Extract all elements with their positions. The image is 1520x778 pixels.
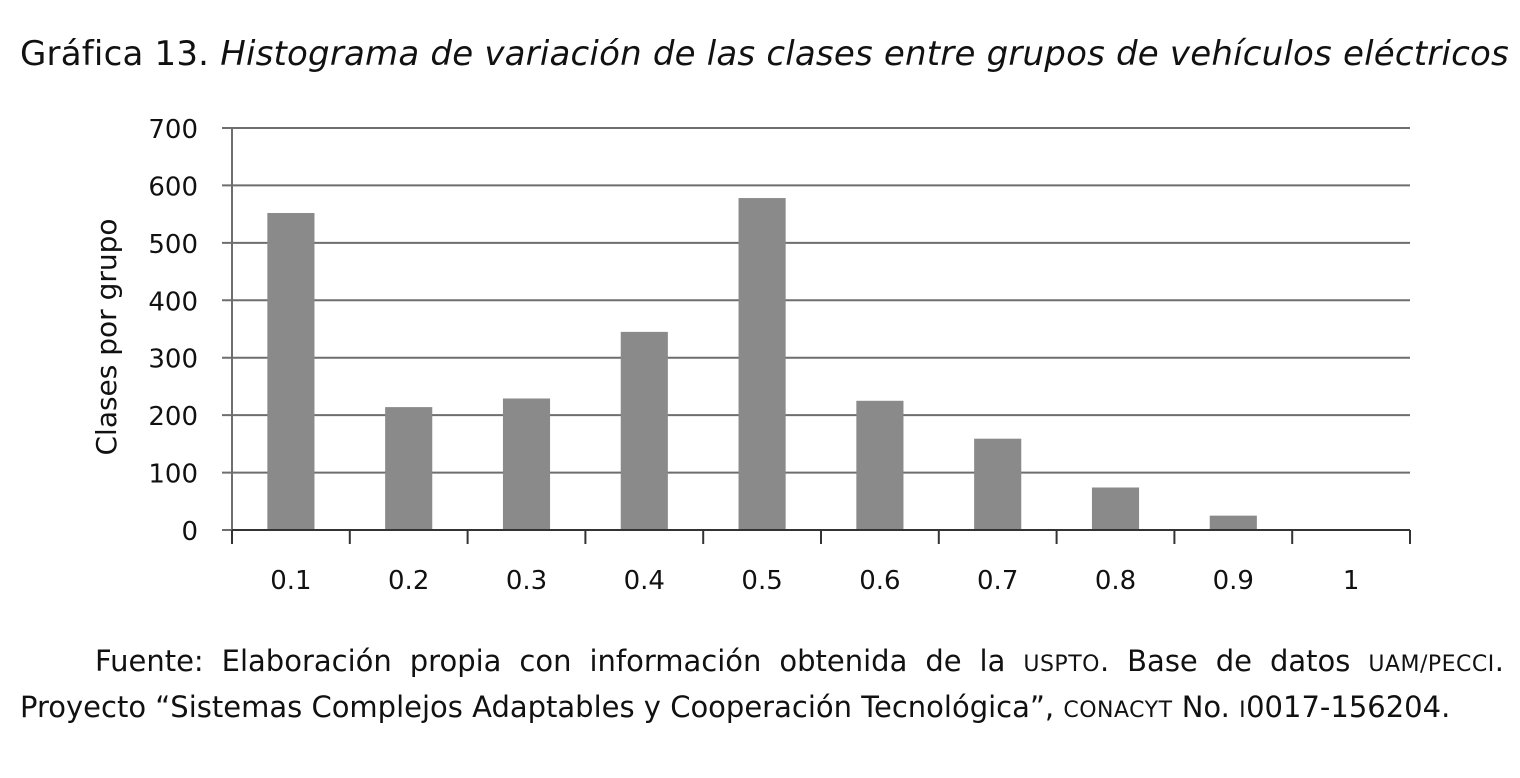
bar [974,438,1022,530]
gridlines [222,127,1410,531]
bars [267,198,1257,530]
figure-title-text: Histograma de variación de las clases en… [220,34,1509,74]
y-tick-label: 600 [148,172,198,202]
bar [385,407,433,530]
source-text-1: Fuente: Elaboración propia con informaci… [95,644,1024,678]
bar [267,212,315,530]
y-tick-label: 300 [148,345,198,375]
bar [1209,515,1257,530]
x-tick-label: 0.6 [859,566,900,596]
x-tick-label: 0.5 [741,566,782,596]
figure-title: Gráfica 13. Histograma de variación de l… [20,32,1510,76]
source-note: Fuente: Elaboración propia con informaci… [20,640,1504,732]
source-org-conacyt: CONACYT [1063,698,1173,723]
source-text-5: 0017-156204. [1246,690,1451,724]
source-text-4: No. [1172,690,1240,724]
source-text-2: . Base de datos [1099,644,1369,678]
bar [620,331,668,530]
x-tick-label: 0.7 [977,566,1018,596]
x-tick-label: 0.3 [506,566,547,596]
source-text-3: . Proyecto “Sistemas Complejos Adaptable… [20,644,1504,724]
bar [856,400,904,530]
x-tick-label: 0.9 [1213,566,1254,596]
bar [1091,487,1140,530]
bar-chart: 0 100 200 300 400 500 600 700 0.1 0.2 0.3 0.4 0.5 0.6… [90,115,1411,596]
axes [231,128,1411,544]
source-project-prefix: I [1239,698,1247,723]
x-tick-label: 0.2 [388,566,429,596]
y-tick-label: 0 [181,517,198,547]
y-tick-label: 100 [148,460,198,490]
y-tick-label: 200 [148,402,198,432]
x-tick-label: 0.4 [624,566,665,596]
bar [502,398,551,530]
bar [738,198,786,530]
y-tick-label: 700 [148,115,198,145]
y-tick-label: 400 [148,287,198,317]
y-axis-title: Clases por grupo [90,218,123,455]
source-org-uspto: USPTO [1023,652,1100,677]
source-database: UAM/PECCI [1368,652,1495,677]
x-tick-label: 1 [1343,566,1360,596]
figure-label: Gráfica 13. [20,34,210,74]
x-tick-label: 0.1 [270,566,311,596]
y-tick-label: 500 [148,230,198,260]
x-tick-label: 0.8 [1095,566,1136,596]
tick-labels: 0 100 200 300 400 500 600 700 0.1 0.2 0.3 0.4 0.5 0.6… [148,115,1359,596]
